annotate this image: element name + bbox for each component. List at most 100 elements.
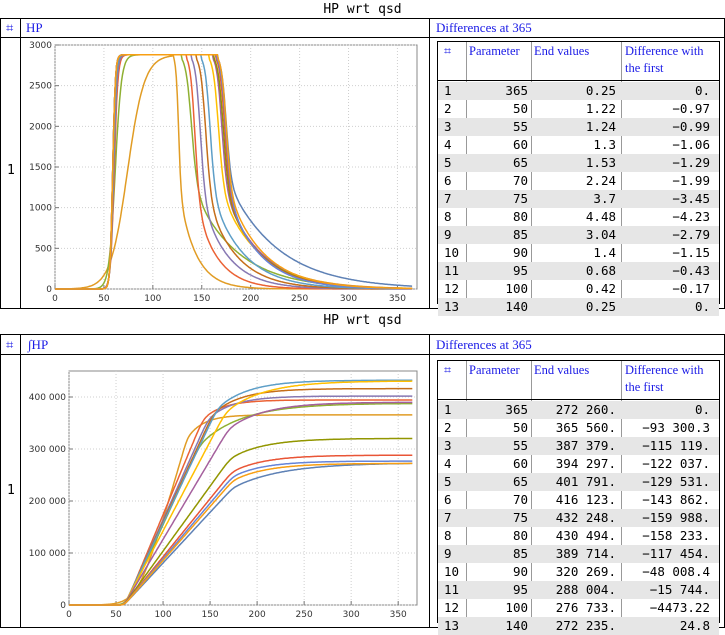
table-cell: 8 <box>444 528 452 543</box>
table-cell: 389 714. <box>555 546 616 561</box>
table-cell: 394 297. <box>555 456 616 471</box>
table-header-2: End values <box>534 363 590 377</box>
table-cell: 13 <box>444 299 460 314</box>
table-cell: 365 <box>505 402 528 417</box>
table-cell: 276 733. <box>555 600 616 615</box>
table-cell: 75 <box>512 510 528 525</box>
table-cell: 416 123. <box>555 492 616 507</box>
table-header-0: ⌗ <box>444 363 452 377</box>
x-tick-label: 100 <box>154 610 171 620</box>
grid-lines <box>68 371 417 606</box>
table-cell: 7 <box>444 191 452 206</box>
table-cell: 100 <box>505 281 528 296</box>
x-tick-label: 350 <box>389 294 406 303</box>
table-cell: 3.7 <box>593 191 616 206</box>
x-tick-label: 200 <box>242 294 259 303</box>
table-cell: 11 <box>444 263 460 278</box>
table-header-1: Parameter <box>469 44 520 58</box>
table-cell: 65 <box>512 155 528 170</box>
table-cell: 1.4 <box>593 245 616 260</box>
table-cell: −0.17 <box>672 281 710 296</box>
y-tick-label: 2000 <box>29 122 52 132</box>
table-cell: 100 <box>505 600 528 615</box>
table-cell: 1.3 <box>593 137 616 152</box>
table-cell: 0. <box>694 402 710 417</box>
y-tick-label: 500 <box>35 244 52 254</box>
y-tick-label: 400 000 <box>29 393 66 403</box>
table-cell: −3.45 <box>672 191 710 206</box>
x-tick-label: 150 <box>193 294 210 303</box>
table-cell: 0.68 <box>585 263 616 278</box>
table-cell: 0. <box>694 299 710 314</box>
table-cell: −4.23 <box>672 209 710 224</box>
table-cell: 6 <box>444 492 452 507</box>
table-cell: 5 <box>444 155 452 170</box>
table-cell: 365 <box>505 83 528 98</box>
table-cell: 387 379. <box>555 438 616 453</box>
table-cell: 1.22 <box>585 101 616 116</box>
panel2-corner-glyph: ⌗ <box>6 337 14 352</box>
hp-line-chart: 0 50 100 150 200 250 300 350 0 500 1000 1500 2000 250… <box>29 41 418 303</box>
table-cell: 13 <box>444 618 460 633</box>
table-cell: 8 <box>444 209 452 224</box>
table-cell: 60 <box>512 456 528 471</box>
table-cell: −158 233. <box>642 528 710 543</box>
table-cell: 4.48 <box>585 209 616 224</box>
y-tick-label: 100 000 <box>29 549 66 559</box>
table-cell: 80 <box>512 209 528 224</box>
panel2-column-header: ∫HP <box>28 337 49 352</box>
panel2-differences-table: ⌗ Parameter End values Difference with the … <box>437 360 720 635</box>
table-header-2: End values <box>534 44 590 58</box>
table-cell: 0. <box>694 83 710 98</box>
series-line-140 <box>55 54 413 290</box>
table-cell: 95 <box>512 263 528 278</box>
panel2-table-title: Differences at 365 <box>436 337 532 352</box>
table-cell: 70 <box>512 173 528 188</box>
table-cell: 85 <box>512 227 528 242</box>
table-cell: 3 <box>444 438 452 453</box>
y-tick-label: 0 <box>46 285 52 295</box>
y-tick-label: 200 000 <box>29 497 66 507</box>
table-cell: 1.53 <box>585 155 616 170</box>
table-cell: −1.29 <box>672 155 710 170</box>
y-tick-label: 2500 <box>29 82 52 92</box>
table-cell: −122 037. <box>642 456 710 471</box>
x-tick-label: 200 <box>249 610 266 620</box>
table-cell: 90 <box>512 245 528 260</box>
table-cell: 1 <box>444 402 452 417</box>
panel2-row-label: 1 <box>7 483 15 498</box>
panel1-column-header: HP <box>26 20 43 35</box>
table-cell: 55 <box>512 438 528 453</box>
x-tick-label: 50 <box>110 610 122 620</box>
table-cell: 320 269. <box>555 564 616 579</box>
table-cell: 3.04 <box>585 227 616 242</box>
table-cell: 9 <box>444 546 452 561</box>
y-tick-label: 3000 <box>29 41 52 51</box>
table-cell: 430 494. <box>555 528 616 543</box>
table-cell: 272 260. <box>555 402 616 417</box>
table-cell: 140 <box>505 299 528 314</box>
table-cell: 3 <box>444 119 452 134</box>
table-cell: 1.24 <box>585 119 616 134</box>
table-cell: −93 300.3 <box>642 420 710 435</box>
table-header-0: ⌗ <box>444 44 452 58</box>
table-cell: 4 <box>444 456 452 471</box>
x-tick-label: 50 <box>98 294 110 303</box>
table-cell: 6 <box>444 173 452 188</box>
table-cell: 50 <box>512 420 528 435</box>
x-tick-label: 0 <box>52 294 58 303</box>
table-cell: 2 <box>444 420 452 435</box>
table-cell: 65 <box>512 474 528 489</box>
table-cell: −4473.22 <box>649 600 710 615</box>
series-line-140 <box>69 462 413 606</box>
table-cell: −129 531. <box>642 474 710 489</box>
x-tick-label: 300 <box>340 294 357 303</box>
table-header-1: Parameter <box>469 363 520 377</box>
panel2-title: HP wrt qsd <box>323 313 402 328</box>
table-cell: 1 <box>444 83 452 98</box>
table-cell: 55 <box>512 119 528 134</box>
table-cell: −15 744. <box>649 582 710 597</box>
table-cell: 2 <box>444 101 452 116</box>
table-cell: −143 862. <box>642 492 710 507</box>
table-cell: 432 248. <box>555 510 616 525</box>
